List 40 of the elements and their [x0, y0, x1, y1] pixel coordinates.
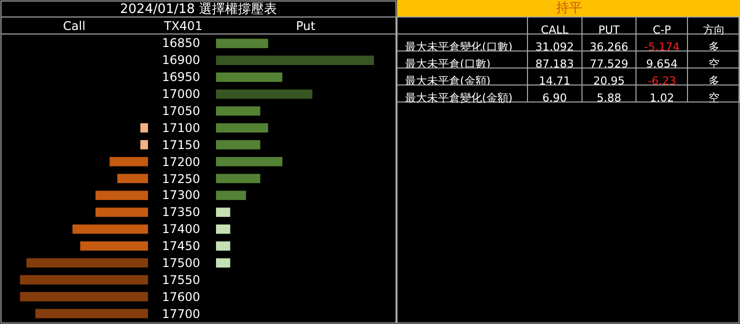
text: 14.71	[538, 74, 570, 88]
text: 9,654	[646, 57, 678, 70]
y-tick-label: 17600	[162, 290, 200, 304]
y-tick-label: 17150	[162, 138, 200, 152]
category-label: 方向	[702, 23, 725, 36]
y-tick-label: 17300	[162, 188, 200, 202]
text: 1.02	[650, 91, 674, 104]
text: 36,266	[590, 40, 628, 54]
y-tick-label: 17500	[162, 256, 200, 270]
series-label: Put	[296, 19, 316, 33]
y-tick-label: 17350	[162, 205, 200, 219]
y-tick-label: 17050	[162, 104, 200, 118]
y-tick-label: 16850	[162, 36, 200, 50]
text: 持平	[556, 1, 582, 16]
text: 20.95	[593, 74, 625, 88]
text: -5,174	[644, 40, 680, 54]
y-tick-label: 17700	[162, 307, 200, 321]
text: 31,092	[535, 40, 574, 54]
y-tick-label: 17000	[162, 87, 200, 101]
text: 空	[708, 91, 720, 104]
category-label: C-P	[652, 23, 672, 36]
text: 87,183	[535, 57, 574, 70]
text: 5.88	[596, 91, 622, 104]
y-axis-title: TX401	[163, 19, 202, 33]
category-label: PUT	[598, 23, 620, 36]
text: 2024/01/18 選擇權撐壓表	[120, 2, 278, 17]
y-tick-label: 17200	[162, 155, 200, 169]
y-tick-label: 17450	[162, 239, 200, 253]
y-tick-label: 16950	[162, 70, 200, 84]
y-tick-label: 17400	[162, 222, 200, 236]
text: 6.90	[542, 91, 567, 104]
y-tick-label: 17550	[162, 273, 200, 287]
text: -6.23	[648, 74, 676, 88]
y-tick-label: 16900	[162, 53, 200, 67]
text: 77,529	[590, 57, 628, 70]
y-tick-label: 17100	[162, 121, 200, 135]
category-label: CALL	[540, 23, 570, 36]
category-label: 最大未平倉變化(金額)	[405, 91, 513, 104]
y-tick-label: 17250	[162, 172, 200, 186]
text: Call	[63, 19, 86, 33]
